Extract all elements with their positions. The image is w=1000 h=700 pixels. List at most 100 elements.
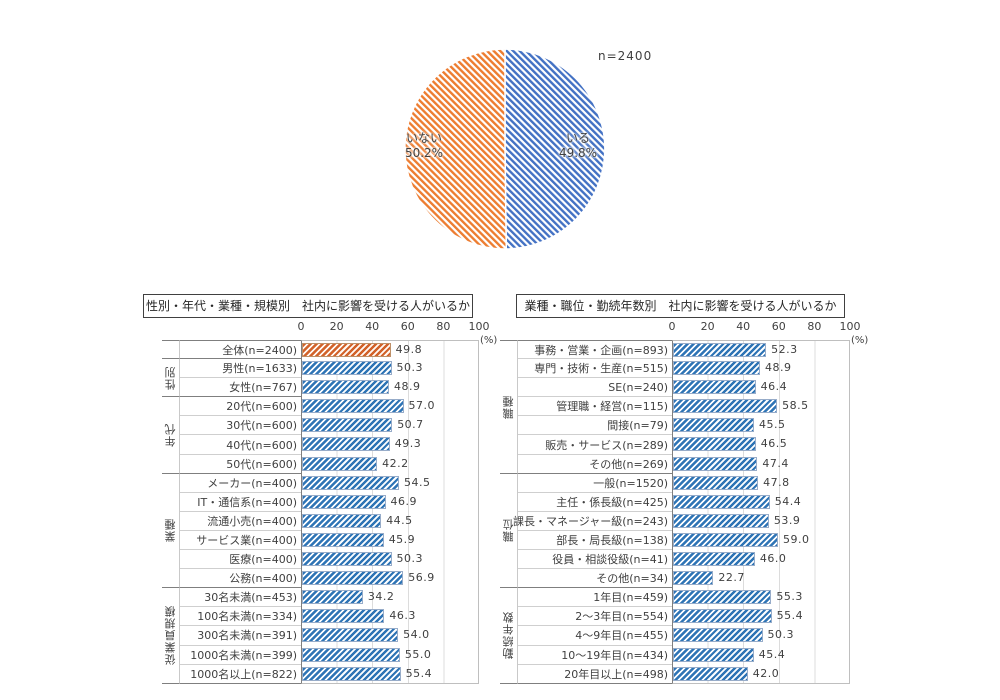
axis-tick: 80	[436, 320, 451, 333]
category-label: 全体(n=2400)	[180, 340, 301, 360]
section-cell: 職位	[500, 473, 518, 589]
category-label: 30名未満(n=453)	[180, 588, 301, 608]
plot-cell: 58.5	[672, 397, 850, 417]
category-label: 主任・係長級(n=425)	[518, 493, 672, 512]
bar-value-label: 50.7	[397, 418, 424, 432]
section-cell	[162, 340, 180, 360]
bar	[302, 494, 386, 509]
category-label: 1000名未満(n=399)	[180, 646, 301, 665]
category-label: 女性(n=767)	[180, 378, 301, 398]
bar	[673, 437, 756, 452]
bar-value-label: 55.4	[776, 609, 804, 623]
bar	[673, 418, 754, 433]
axis-tick: 80	[807, 320, 822, 333]
section-cell: 業種	[162, 473, 180, 589]
bar	[302, 380, 389, 395]
plot-cell: 56.9	[301, 569, 479, 589]
bar-value-label: 34.2	[367, 590, 395, 604]
bar	[673, 361, 760, 376]
section-label-text: 年代	[163, 422, 177, 447]
plot-cell: 47.8	[672, 473, 850, 493]
pie-slice-label-yes: いる 49.8%	[538, 131, 618, 161]
bar-value-label: 57.0	[408, 399, 435, 413]
bar	[673, 590, 772, 605]
category-label: 男性(n=1633)	[180, 359, 301, 379]
bar	[673, 343, 767, 357]
plot-cell: 54.0	[301, 626, 479, 646]
plot-cell: 45.9	[301, 530, 479, 551]
pie-slice-0	[504, 48, 606, 250]
bar-value-label: 45.9	[388, 532, 416, 546]
bar-value-label: 44.5	[386, 513, 413, 527]
category-label: IT・通信系(n=400)	[180, 493, 301, 512]
bar-value-label: 49.3	[394, 437, 422, 451]
bar	[302, 532, 384, 547]
bar-value-label: 42.2	[382, 456, 409, 470]
plot-cell: 49.3	[301, 435, 479, 455]
category-label: その他(n=34)	[518, 569, 672, 589]
bar-value-label: 48.9	[765, 361, 792, 375]
axis-unit-label: (%)	[480, 335, 498, 346]
bar-value-label: 49.8	[395, 343, 423, 356]
plot-cell: 54.5	[301, 473, 479, 493]
pie-slice-percent: 50.2%	[404, 146, 444, 160]
bar	[673, 456, 758, 471]
category-label: 公務(n=400)	[180, 569, 301, 589]
category-label: SE(n=240)	[518, 378, 672, 398]
plot-cell: 42.2	[301, 454, 479, 474]
bar	[673, 399, 778, 414]
bar	[673, 552, 755, 567]
category-label: 役員・相談役級(n=41)	[518, 550, 672, 570]
bar	[673, 532, 778, 547]
category-label: 300名未満(n=391)	[180, 626, 301, 646]
bar-value-label: 55.0	[404, 647, 432, 661]
bar	[302, 552, 392, 567]
category-label: 管理職・経営(n=115)	[518, 397, 672, 417]
plot-cell: 46.0	[672, 550, 850, 570]
axis-unit-label: (%)	[851, 335, 869, 346]
category-label: 20代(n=600)	[180, 397, 301, 417]
section-cell: 職種	[500, 340, 518, 474]
section-label-text: 業種	[163, 518, 177, 543]
plot-cell: 46.9	[301, 492, 479, 512]
plot-cell: 45.5	[672, 416, 850, 436]
plot-cell: 57.0	[301, 397, 479, 417]
plot-cell: 48.9	[301, 378, 479, 398]
bar-value-label: 45.5	[759, 418, 786, 432]
plot-cell: 50.7	[301, 416, 479, 436]
pie-chart: n=2400 いる 49.8% いない 50.2%	[380, 30, 700, 270]
category-label: 20年目以上(n=498)	[518, 665, 672, 684]
bar-value-label: 54.5	[404, 475, 431, 489]
bar-value-label: 50.3	[396, 552, 423, 566]
bar-value-label: 42.0	[752, 666, 780, 680]
bar-value-label: 54.0	[403, 628, 430, 642]
bar-chart-panel-occupation: 業種・職位・勤続年数別 社内に影響を受ける人がいるか 0 20 40 60 80 100 …	[500, 294, 868, 684]
axis-tick: 0	[297, 320, 305, 333]
axis-tick: 100	[468, 320, 490, 333]
axis-tick: 20	[329, 320, 344, 333]
bar	[302, 513, 382, 528]
axis-tick: 20	[700, 320, 715, 333]
bar	[673, 666, 748, 681]
bar-value-label: 47.8	[763, 475, 790, 489]
plot-cell: 55.3	[672, 588, 850, 608]
bar	[302, 609, 385, 624]
bar-value-label: 54.4	[774, 494, 802, 508]
pie-slice-1	[404, 48, 508, 250]
section-label-text: 勤続年数	[501, 611, 515, 660]
axis-tick: 100	[839, 320, 861, 333]
plot-cell: 49.8	[301, 340, 479, 360]
bar	[302, 361, 392, 376]
bar-value-label: 50.3	[767, 628, 794, 642]
axis-ticks: 0 20 40 60 80 100	[500, 320, 861, 333]
bar	[302, 590, 363, 605]
chart-body: 職種 事務・営業・企画(n=893) 52.3 専門・技術・生産(n=515) 48.9…	[500, 340, 850, 684]
bar-value-label: 46.9	[390, 494, 417, 508]
plot-cell: 55.0	[301, 645, 479, 665]
bar	[302, 437, 390, 452]
bar	[673, 513, 769, 528]
plot-cell: 42.0	[672, 664, 850, 684]
category-label: 50代(n=600)	[180, 455, 301, 474]
bar	[302, 475, 399, 490]
